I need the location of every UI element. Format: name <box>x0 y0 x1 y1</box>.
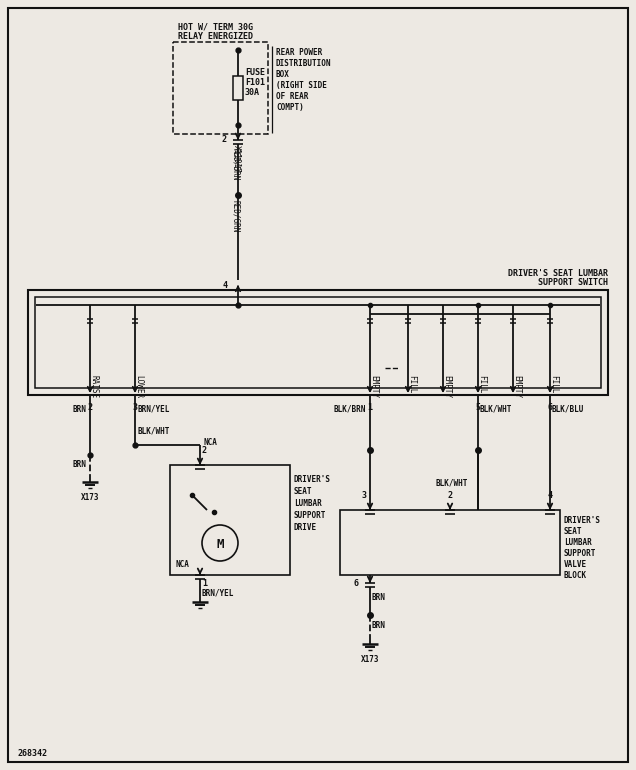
Text: 4: 4 <box>548 491 553 500</box>
Text: 3: 3 <box>361 491 366 500</box>
Text: DRIVER'S SEAT LUMBAR: DRIVER'S SEAT LUMBAR <box>508 269 608 278</box>
Text: EMPTY: EMPTY <box>443 375 452 398</box>
Text: M: M <box>216 537 224 551</box>
Text: NCA: NCA <box>204 438 218 447</box>
Text: DRIVER'S: DRIVER'S <box>564 516 601 525</box>
Text: BLK/WHT: BLK/WHT <box>137 427 169 436</box>
Text: SEAT: SEAT <box>294 487 312 496</box>
Text: BLK/WHT: BLK/WHT <box>436 478 468 487</box>
Bar <box>170 465 290 575</box>
Text: 2: 2 <box>221 136 226 145</box>
Text: BLOCK: BLOCK <box>564 571 587 580</box>
Text: COMPT): COMPT) <box>276 103 304 112</box>
Text: RED/BRN: RED/BRN <box>231 148 240 180</box>
Text: BLK/BLU: BLK/BLU <box>552 405 584 414</box>
Text: 1: 1 <box>202 579 207 588</box>
Text: FUSE: FUSE <box>245 68 265 77</box>
Text: (RIGHT SIDE: (RIGHT SIDE <box>276 81 327 90</box>
Text: 2: 2 <box>202 446 207 455</box>
Text: SEAT: SEAT <box>564 527 583 536</box>
Text: 1: 1 <box>368 403 373 412</box>
Bar <box>173 42 268 134</box>
Text: DISTRIBUTION: DISTRIBUTION <box>276 59 331 68</box>
Text: BRN: BRN <box>72 460 86 469</box>
Text: BRN: BRN <box>372 593 386 602</box>
Text: FILL: FILL <box>408 375 417 393</box>
Text: LUMBAR: LUMBAR <box>564 538 591 547</box>
Text: RELAY ENERGIZED: RELAY ENERGIZED <box>178 32 253 41</box>
Bar <box>340 510 560 575</box>
Text: 6: 6 <box>353 578 358 588</box>
Text: REAR POWER: REAR POWER <box>276 48 322 57</box>
Text: FILL: FILL <box>478 375 487 393</box>
Text: 3: 3 <box>132 403 137 412</box>
Text: BRN: BRN <box>372 621 386 630</box>
Text: 2: 2 <box>448 491 452 500</box>
Bar <box>233 75 243 99</box>
Text: BLK/BRN: BLK/BRN <box>334 405 366 414</box>
Text: VALVE: VALVE <box>564 560 587 569</box>
Text: 6: 6 <box>548 403 553 412</box>
Text: BLK/WHT: BLK/WHT <box>480 405 513 414</box>
Text: RAISE: RAISE <box>90 375 99 398</box>
Text: NCA: NCA <box>175 560 189 569</box>
Text: LUMBAR: LUMBAR <box>294 499 322 508</box>
Text: OF REAR: OF REAR <box>276 92 308 101</box>
Text: F101: F101 <box>245 78 265 87</box>
Text: X173: X173 <box>81 493 99 502</box>
Text: 268342: 268342 <box>18 749 48 758</box>
Bar <box>28 290 608 395</box>
Text: BRN: BRN <box>72 405 86 414</box>
Text: SUPPORT SWITCH: SUPPORT SWITCH <box>538 278 608 287</box>
Text: EMPTY: EMPTY <box>513 375 522 398</box>
Text: SUPPORT: SUPPORT <box>564 549 597 558</box>
Text: DRIVER'S: DRIVER'S <box>294 475 331 484</box>
Text: EMPTY: EMPTY <box>370 375 378 398</box>
Text: BRN/YEL: BRN/YEL <box>202 589 235 598</box>
Text: X173: X173 <box>361 655 379 664</box>
Text: 4: 4 <box>223 282 228 290</box>
Text: DRIVE: DRIVE <box>294 523 317 532</box>
Text: RED/GRN: RED/GRN <box>231 200 240 233</box>
Text: BOX: BOX <box>276 70 290 79</box>
Text: 2: 2 <box>88 403 92 412</box>
Text: HOT W/ TERM 30G: HOT W/ TERM 30G <box>178 22 253 31</box>
Text: 30A: 30A <box>245 88 260 97</box>
Text: SUPPORT: SUPPORT <box>294 511 326 520</box>
Text: X11017: X11017 <box>232 145 241 172</box>
Bar <box>35 297 601 388</box>
Text: LOWER: LOWER <box>134 375 144 398</box>
Text: BRN/YEL: BRN/YEL <box>137 405 169 414</box>
Text: FILL: FILL <box>550 375 558 393</box>
Text: 5: 5 <box>476 403 481 412</box>
